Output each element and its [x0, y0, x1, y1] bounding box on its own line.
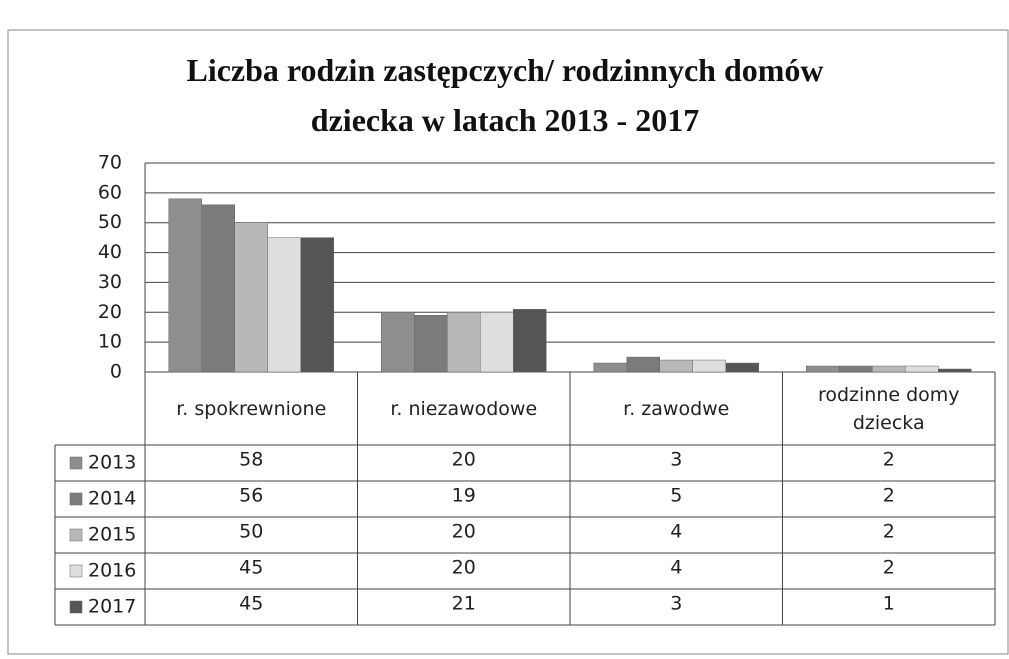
table-value: 45 — [239, 593, 263, 615]
legend-label: 2015 — [88, 524, 136, 546]
legend-swatch — [69, 564, 83, 578]
table-value: 45 — [239, 557, 263, 579]
legend-swatch — [69, 492, 83, 506]
bar — [938, 368, 972, 373]
legend-swatch — [69, 528, 83, 542]
bar — [839, 365, 873, 373]
bar — [725, 362, 759, 373]
bar — [659, 359, 693, 373]
table-value: 58 — [239, 449, 263, 471]
category-label: r. spokrewnione — [176, 397, 327, 420]
chart-frame — [7, 29, 1009, 655]
bar — [513, 309, 547, 373]
bar — [267, 237, 301, 373]
bar — [381, 312, 415, 373]
table-value: 50 — [239, 521, 263, 543]
category-label: r. zawodwe — [623, 397, 730, 420]
bar — [168, 198, 202, 373]
table-value: 3 — [670, 593, 682, 615]
table-value: 4 — [670, 521, 682, 543]
table-value: 20 — [452, 449, 476, 471]
y-tick-label: 20 — [98, 301, 122, 323]
bar — [872, 365, 906, 373]
legend-label: 2013 — [88, 452, 136, 474]
legend-label: 2014 — [88, 488, 136, 510]
bar — [806, 365, 840, 373]
y-tick-label: 30 — [98, 271, 122, 293]
y-tick-label: 50 — [98, 211, 122, 233]
bar — [234, 222, 268, 373]
bar — [480, 312, 514, 373]
bar — [626, 356, 660, 373]
bar — [201, 204, 235, 373]
table-value: 20 — [452, 521, 476, 543]
table-value: 20 — [452, 557, 476, 579]
bar — [300, 237, 334, 373]
bar — [692, 359, 726, 373]
table-value: 3 — [670, 449, 682, 471]
bar — [447, 312, 481, 373]
bar — [905, 365, 939, 373]
legend-swatch — [69, 600, 83, 614]
legend-label: 2016 — [88, 560, 136, 582]
table-value: 1 — [883, 593, 895, 615]
y-tick-label: 10 — [98, 331, 122, 353]
table-value: 2 — [883, 449, 895, 471]
table-value: 19 — [452, 485, 476, 507]
table-value: 4 — [670, 557, 682, 579]
y-tick-label: 60 — [98, 181, 122, 203]
bar — [414, 315, 448, 373]
y-tick-label: 0 — [110, 361, 122, 383]
table-value: 2 — [883, 521, 895, 543]
legend-label: 2017 — [88, 596, 136, 618]
table-value: 56 — [239, 485, 263, 507]
table-value: 21 — [452, 593, 476, 615]
legend-swatch — [69, 456, 83, 470]
table-value: 2 — [883, 557, 895, 579]
y-tick-label: 40 — [98, 241, 122, 263]
table-value: 5 — [670, 485, 682, 507]
category-label: rodzinne domy dziecka — [817, 383, 960, 434]
chart-title: Liczba rodzin zastępczych/ rodzinnych do… — [186, 52, 824, 138]
table-value: 2 — [883, 485, 895, 507]
category-label: r. niezawodowe — [390, 397, 538, 420]
bar — [593, 362, 627, 373]
y-tick-label: 70 — [98, 152, 122, 174]
